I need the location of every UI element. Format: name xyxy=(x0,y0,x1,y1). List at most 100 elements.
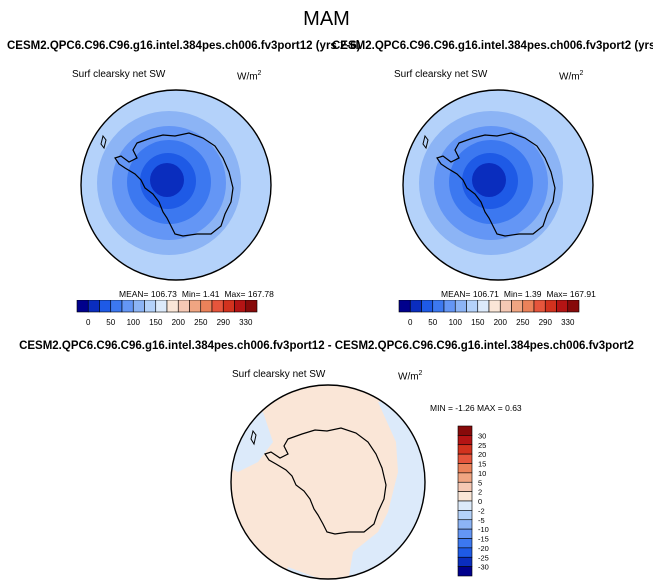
right-polar-map xyxy=(402,89,594,281)
diff-colorbar-swatch xyxy=(457,425,473,436)
left-colorbar-swatch xyxy=(121,300,134,313)
diff-colorbar-label: 0 xyxy=(478,497,482,506)
left-colorbar-swatch xyxy=(87,300,100,313)
diff-colorbar-swatch xyxy=(457,538,473,549)
right-colorbar: 0 50 100 150 200 250 290 330 xyxy=(398,300,580,327)
left-colorbar-swatch xyxy=(200,300,213,313)
left-colorbar-label: 50 xyxy=(106,318,115,327)
right-map-contours xyxy=(403,90,593,280)
right-colorbar-swatch xyxy=(488,300,501,313)
diff-variable-label: Surf clearsky net SW xyxy=(232,369,326,380)
left-stats: MEAN= 106.73 Min= 1.41 Max= 167.78 xyxy=(119,289,274,299)
diff-colorbar-swatch xyxy=(457,547,473,558)
diff-colorbar-swatch xyxy=(457,510,473,521)
right-case-title: CESM2.QPC6.C96.C96.g16.intel.384pes.ch00… xyxy=(332,40,653,52)
right-colorbar-swatch xyxy=(499,300,512,313)
diff-colorbar-label: -20 xyxy=(478,544,489,553)
right-units-label: W/m2 xyxy=(559,70,584,83)
diff-stats: MIN = -1.26 MAX = 0.63 xyxy=(430,403,522,413)
diff-colorbar-swatch xyxy=(457,463,473,474)
left-map-contours xyxy=(81,90,271,280)
figure-title: MAM xyxy=(303,8,350,30)
difference-map-fill xyxy=(231,385,425,579)
left-colorbar-label: 330 xyxy=(239,318,253,327)
right-colorbar-label: 150 xyxy=(471,318,485,327)
left-island xyxy=(100,134,107,150)
right-colorbar-swatch xyxy=(477,300,490,313)
left-colorbar-swatch xyxy=(189,300,202,313)
diff-colorbar-swatch xyxy=(457,519,473,530)
left-colorbar-swatch xyxy=(144,300,157,313)
left-colorbar-label: 250 xyxy=(194,318,208,327)
diff-colorbar-swatch xyxy=(457,566,473,577)
left-colorbar-swatch xyxy=(110,300,123,313)
left-colorbar: 0 50 100 150 200 250 290 330 xyxy=(76,300,258,327)
diff-colorbar-label: 25 xyxy=(478,441,486,450)
right-colorbar-label: 50 xyxy=(428,318,437,327)
right-colorbar-label: 290 xyxy=(539,318,553,327)
diff-colorbar-label: -5 xyxy=(478,516,485,525)
right-island xyxy=(422,134,429,150)
diff-colorbar-label: 5 xyxy=(478,478,482,487)
right-colorbar-swatch xyxy=(511,300,524,313)
diff-colorbar-label: 10 xyxy=(478,469,486,478)
left-units-label: W/m2 xyxy=(237,70,262,83)
diff-colorbar-swatch xyxy=(457,491,473,502)
diff-colorbar-swatch xyxy=(457,528,473,539)
left-colorbar-swatch xyxy=(177,300,190,313)
diff-colorbar-swatch xyxy=(457,472,473,483)
left-colorbar-swatch xyxy=(155,300,168,313)
left-variable-label: Surf clearsky net SW xyxy=(72,69,166,80)
diff-colorbar-label: -2 xyxy=(478,506,485,515)
diff-units-label: W/m2 xyxy=(398,370,423,383)
diff-colorbar-label: 15 xyxy=(478,460,486,469)
left-case-title: CESM2.QPC6.C96.C96.g16.intel.384pes.ch00… xyxy=(7,40,361,52)
left-map-border xyxy=(80,89,272,281)
right-colorbar-label: 200 xyxy=(494,318,508,327)
left-colorbar-swatch xyxy=(76,300,89,313)
diff-colorbar-label: -30 xyxy=(478,563,489,572)
left-colorbar-swatch xyxy=(99,300,112,313)
left-colorbar-swatch xyxy=(132,300,145,313)
diff-colorbar-label: 20 xyxy=(478,450,486,459)
right-map-border xyxy=(402,89,594,281)
left-colorbar-label: 290 xyxy=(217,318,231,327)
right-colorbar-swatch xyxy=(544,300,557,313)
left-colorbar-label: 200 xyxy=(172,318,186,327)
left-colorbar-swatch xyxy=(211,300,224,313)
right-colorbar-label: 330 xyxy=(561,318,575,327)
diff-colorbar-label: 30 xyxy=(478,431,486,440)
diff-colorbar-swatch xyxy=(457,556,473,567)
right-colorbar-swatch xyxy=(556,300,569,313)
right-colorbar-label: 250 xyxy=(516,318,530,327)
diff-colorbar-swatch xyxy=(457,500,473,511)
difference-map-border xyxy=(230,384,426,580)
right-colorbar-swatch xyxy=(533,300,546,313)
diff-colorbar-swatch xyxy=(457,453,473,464)
right-colorbar-swatch xyxy=(432,300,445,313)
left-colorbar-swatch xyxy=(234,300,247,313)
right-colorbar-label: 100 xyxy=(449,318,463,327)
diff-colorbar-swatch xyxy=(457,444,473,455)
left-colorbar-swatch xyxy=(166,300,179,313)
right-colorbar-swatch xyxy=(466,300,479,313)
diff-colorbar-label: -10 xyxy=(478,525,489,534)
left-polar-map xyxy=(80,89,272,281)
right-coastline xyxy=(436,132,556,237)
difference-title: CESM2.QPC6.C96.C96.g16.intel.384pes.ch00… xyxy=(19,340,634,352)
right-colorbar-swatch xyxy=(409,300,422,313)
diff-colorbar-label: 2 xyxy=(478,488,482,497)
left-colorbar-label: 150 xyxy=(149,318,163,327)
right-colorbar-swatch xyxy=(522,300,535,313)
right-stats: MEAN= 106.71 Min= 1.39 Max= 167.91 xyxy=(441,289,596,299)
right-colorbar-label: 0 xyxy=(408,318,413,327)
left-colorbar-label: 100 xyxy=(127,318,141,327)
right-colorbar-swatch xyxy=(567,300,580,313)
left-coastline xyxy=(114,132,234,237)
difference-polar-map xyxy=(230,384,426,580)
right-colorbar-swatch xyxy=(421,300,434,313)
right-colorbar-swatch xyxy=(454,300,467,313)
left-colorbar-label: 0 xyxy=(86,318,91,327)
diff-colorbar-label: -25 xyxy=(478,553,489,562)
